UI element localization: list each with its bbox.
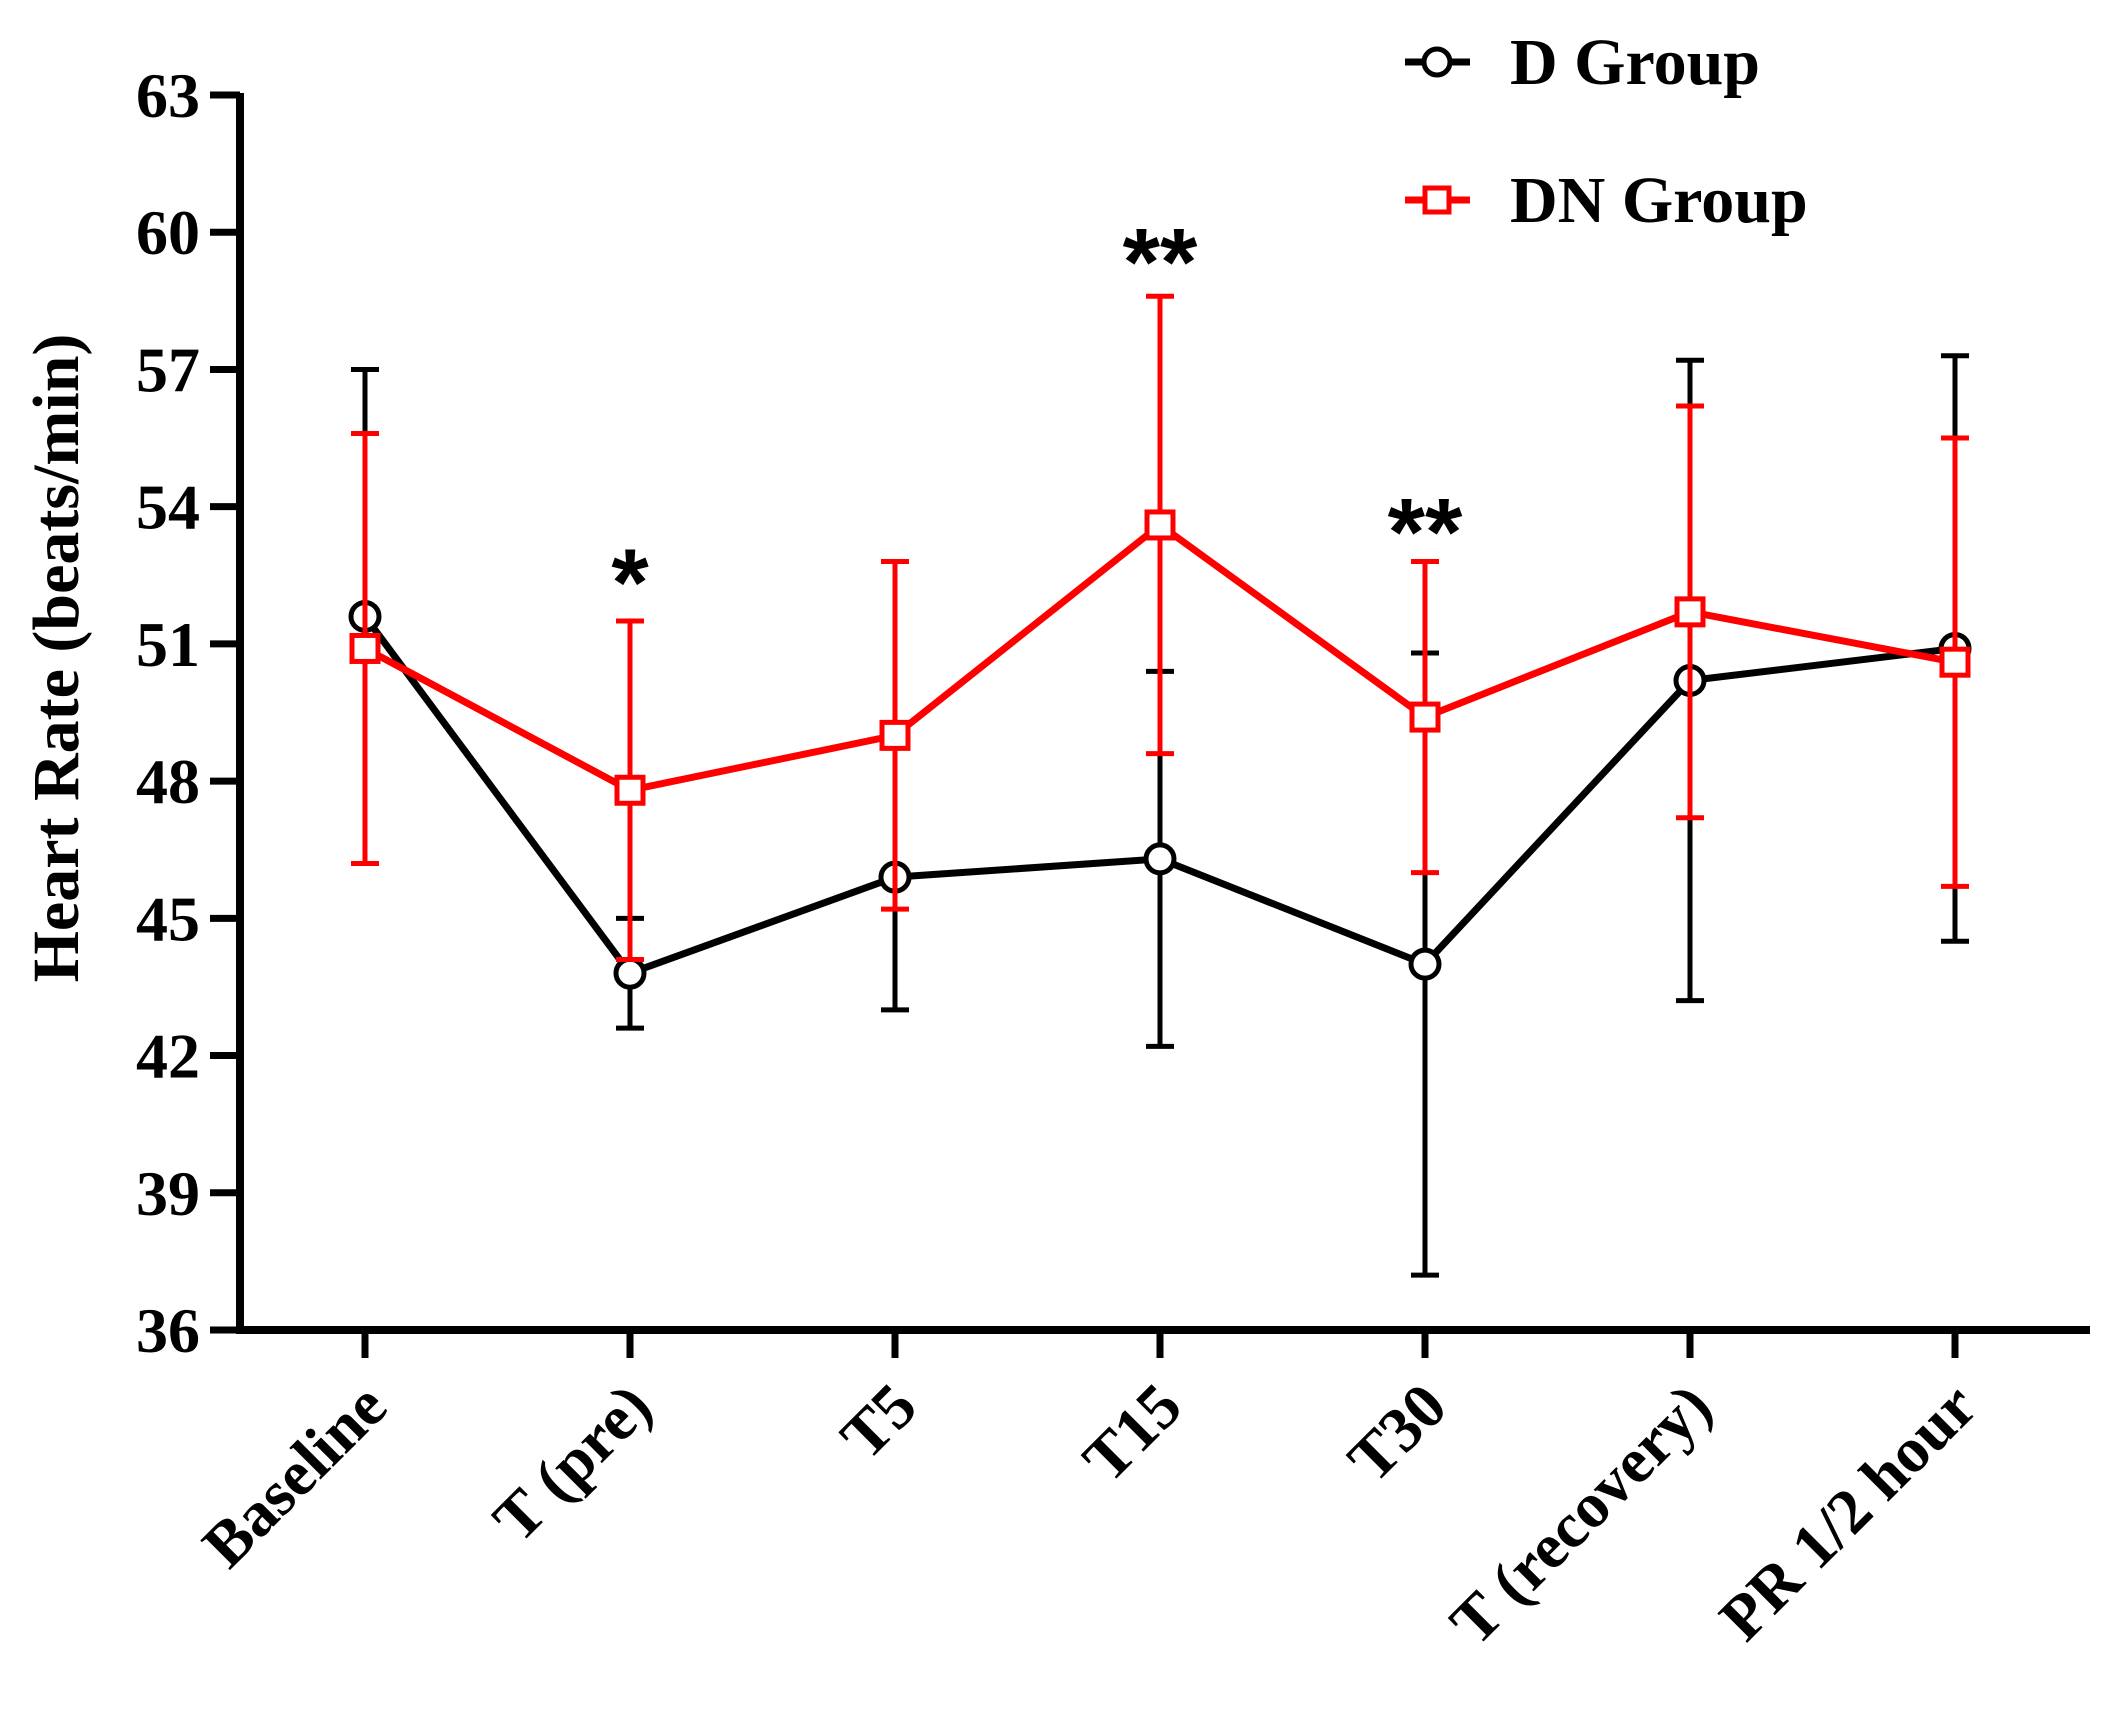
x-tick-label-t-pre: T (pre) (479, 1370, 665, 1556)
legend-item-dn-group: DN Group (1405, 164, 1808, 237)
data-point-t5 (879, 719, 911, 751)
significance-annotations: ***** (611, 209, 1463, 636)
y-axis-ticks: 36 39 42 45 48 51 54 57 60 63 (136, 60, 240, 1366)
data-point-t-recovery (1674, 596, 1706, 628)
x-tick-label-t-recovery: T (recovery) (1436, 1370, 1725, 1659)
y-tick-label: 42 (136, 1021, 200, 1092)
data-point-t30 (1408, 947, 1442, 981)
data-point-t-pre (614, 774, 646, 806)
y-axis-title: Heart Rate (beats/min) (20, 334, 93, 983)
y-tick-label: 51 (136, 609, 200, 680)
significance-marker-t15: ** (1123, 209, 1198, 316)
data-point-t15 (1143, 842, 1177, 876)
data-point-pr-1-2-hour (1939, 646, 1971, 678)
series-layer (348, 293, 1972, 1278)
y-tick-label: 60 (136, 197, 200, 268)
y-tick-label: 57 (136, 334, 200, 405)
data-point-t30 (1409, 701, 1441, 733)
legend-item-d-group: D Group (1405, 26, 1760, 99)
y-tick-label: 39 (136, 1158, 200, 1229)
y-tick-label: 63 (136, 60, 200, 131)
significance-marker-t30: ** (1388, 479, 1463, 586)
legend-marker-circle (1421, 46, 1453, 78)
x-tick-label-t5: T5 (827, 1370, 930, 1473)
y-tick-label: 54 (136, 472, 200, 543)
x-tick-label-baseline: Baseline (189, 1370, 400, 1581)
legend-label: D Group (1510, 26, 1760, 99)
data-point-t-pre (613, 956, 647, 990)
legend-marker-square (1422, 185, 1452, 215)
series-dn-group (349, 293, 1971, 962)
y-tick-label: 45 (136, 883, 200, 954)
data-point-t15 (1144, 509, 1176, 541)
x-tick-label-t15: T15 (1069, 1370, 1195, 1496)
legend-label: DN Group (1510, 164, 1808, 237)
x-tick-label-t30: T30 (1334, 1370, 1460, 1496)
data-point-baseline (349, 632, 381, 664)
significance-marker-t-pre: * (611, 529, 649, 636)
x-tick-label-pr-1-2-hour: PR 1/2 hour (1706, 1370, 1990, 1654)
legend: D Group DN Group (1405, 26, 1808, 237)
y-tick-label: 36 (136, 1295, 200, 1366)
y-tick-label: 48 (136, 746, 200, 817)
